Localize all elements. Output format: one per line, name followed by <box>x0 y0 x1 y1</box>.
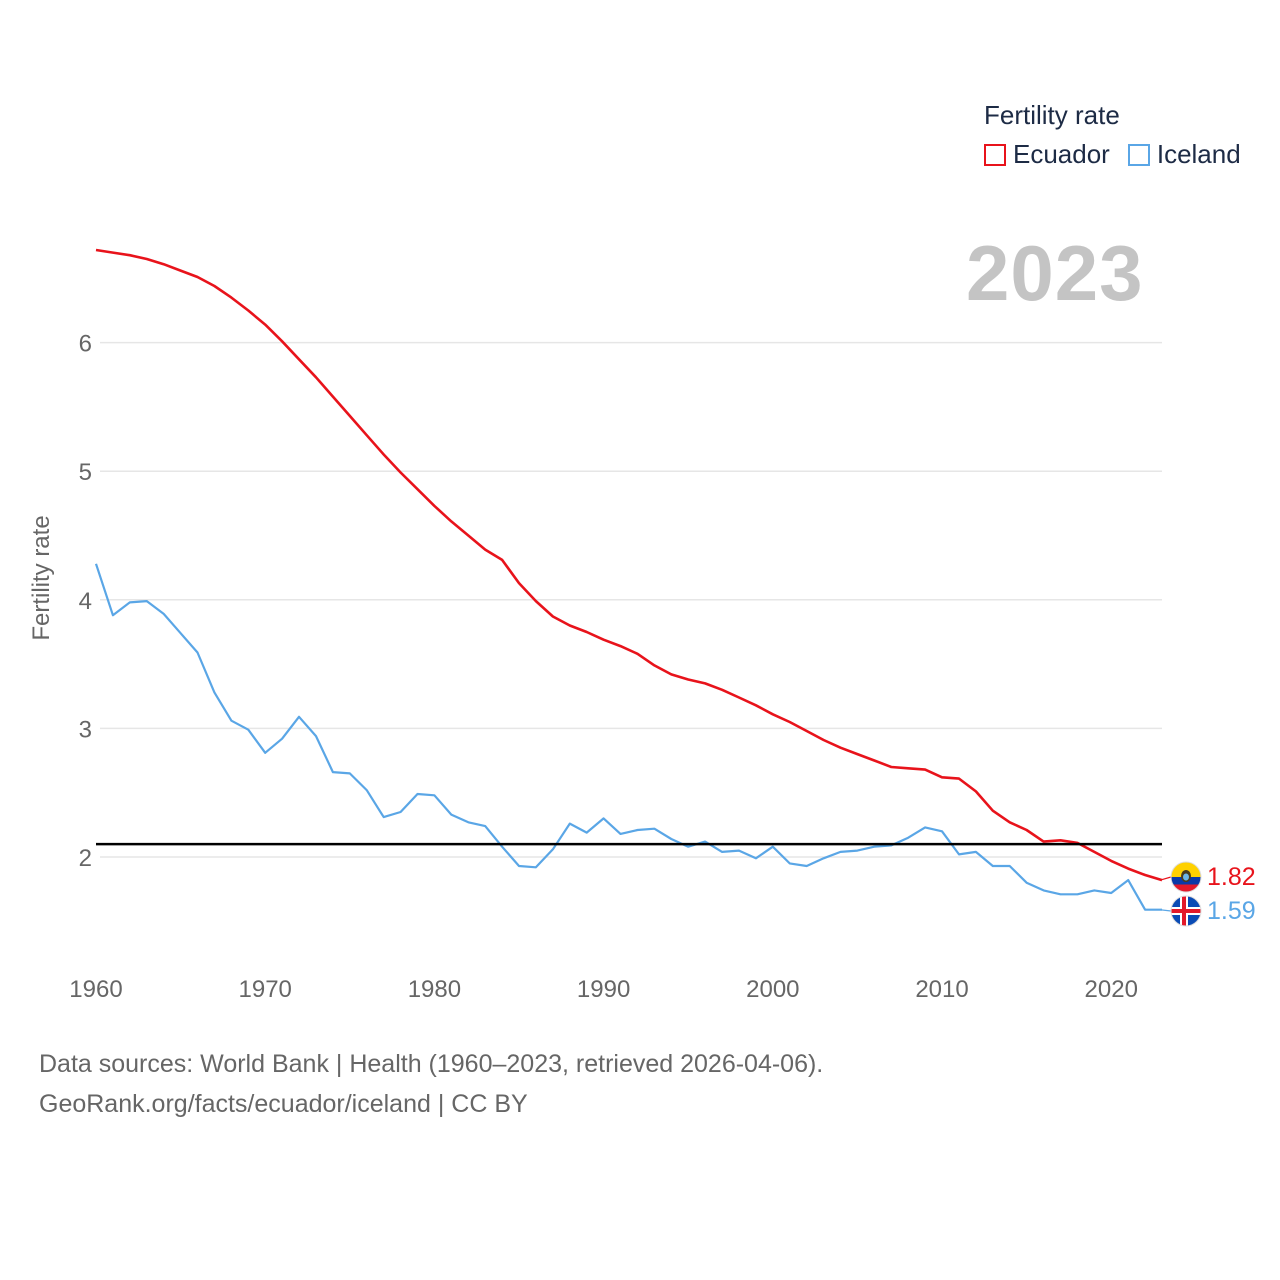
x-tick-label-1980: 1980 <box>408 976 461 1003</box>
legend-label-ecuador: Ecuador <box>1013 139 1110 169</box>
legend-swatch-ecuador <box>984 143 1006 166</box>
end-value-label-ecuador: 1.82 <box>1207 863 1256 891</box>
source-line-1: Data sources: World Bank | Health (1960–… <box>39 1050 824 1078</box>
flag-iceland-icon <box>1170 895 1202 927</box>
x-tick-label-2010: 2010 <box>915 976 968 1003</box>
flag-ecuador-icon <box>1170 861 1202 893</box>
legend-item-ecuador[interactable]: Ecuador <box>984 139 1110 170</box>
gridlines <box>100 341 1162 858</box>
series-lines <box>94 248 1163 911</box>
legend-swatch-iceland <box>1127 143 1150 166</box>
end-markers: 1.82 1.59 <box>1159 861 1256 927</box>
end-value-label-iceland: 1.59 <box>1207 897 1256 925</box>
legend-title: Fertility rate <box>984 100 1120 130</box>
y-tick-label-4: 4 <box>79 588 92 615</box>
y-tick-label-3: 3 <box>79 716 92 743</box>
x-tick-label-1960: 1960 <box>69 976 122 1003</box>
x-tick-label-2000: 2000 <box>746 976 799 1003</box>
x-tick-label-1970: 1970 <box>239 976 292 1003</box>
current-year-label: 2023 <box>966 229 1144 317</box>
legend-label-iceland: Iceland <box>1156 139 1241 169</box>
source-note: Data sources: World Bank | Health (1960–… <box>39 1044 823 1124</box>
y-tick-label-2: 2 <box>79 845 92 872</box>
y-axis-title: Fertility rate <box>28 515 55 641</box>
legend-item-iceland[interactable]: Iceland <box>1127 139 1241 170</box>
legend: Fertility rate Ecuador Iceland <box>984 100 1259 170</box>
x-tick-label-2020: 2020 <box>1085 976 1138 1003</box>
end-connector-iceland <box>1159 909 1172 912</box>
tick-labels: 2 3 4 5 6 1960 1970 1980 1990 2000 2010 2020 <box>69 331 1138 1003</box>
series-line-iceland <box>94 563 1162 911</box>
x-tick-label-1990: 1990 <box>577 976 630 1003</box>
end-connector-ecuador <box>1159 876 1172 881</box>
y-tick-label-5: 5 <box>79 459 92 486</box>
series-line-ecuador <box>95 248 1163 882</box>
y-tick-label-6: 6 <box>79 331 92 358</box>
source-line-2: GeoRank.org/facts/ecuador/iceland | CC B… <box>39 1090 528 1118</box>
